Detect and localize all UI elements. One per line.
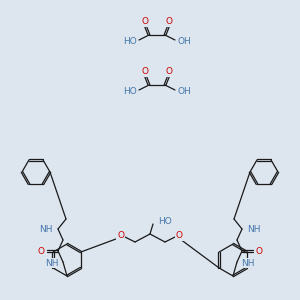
Text: O: O (256, 247, 263, 256)
Text: OH: OH (177, 37, 191, 46)
Text: OH: OH (177, 86, 191, 95)
Text: HO: HO (123, 37, 137, 46)
Text: HO: HO (123, 86, 137, 95)
Text: NH: NH (40, 226, 53, 235)
Text: O: O (142, 17, 148, 26)
Text: O: O (117, 232, 124, 241)
Text: HO: HO (158, 218, 172, 226)
Text: NH: NH (241, 259, 254, 268)
Text: NH: NH (46, 259, 59, 268)
Text: O: O (166, 68, 172, 76)
Text: O: O (37, 247, 44, 256)
Text: O: O (166, 17, 172, 26)
Text: O: O (142, 68, 148, 76)
Text: O: O (176, 232, 183, 241)
Text: NH: NH (247, 226, 260, 235)
